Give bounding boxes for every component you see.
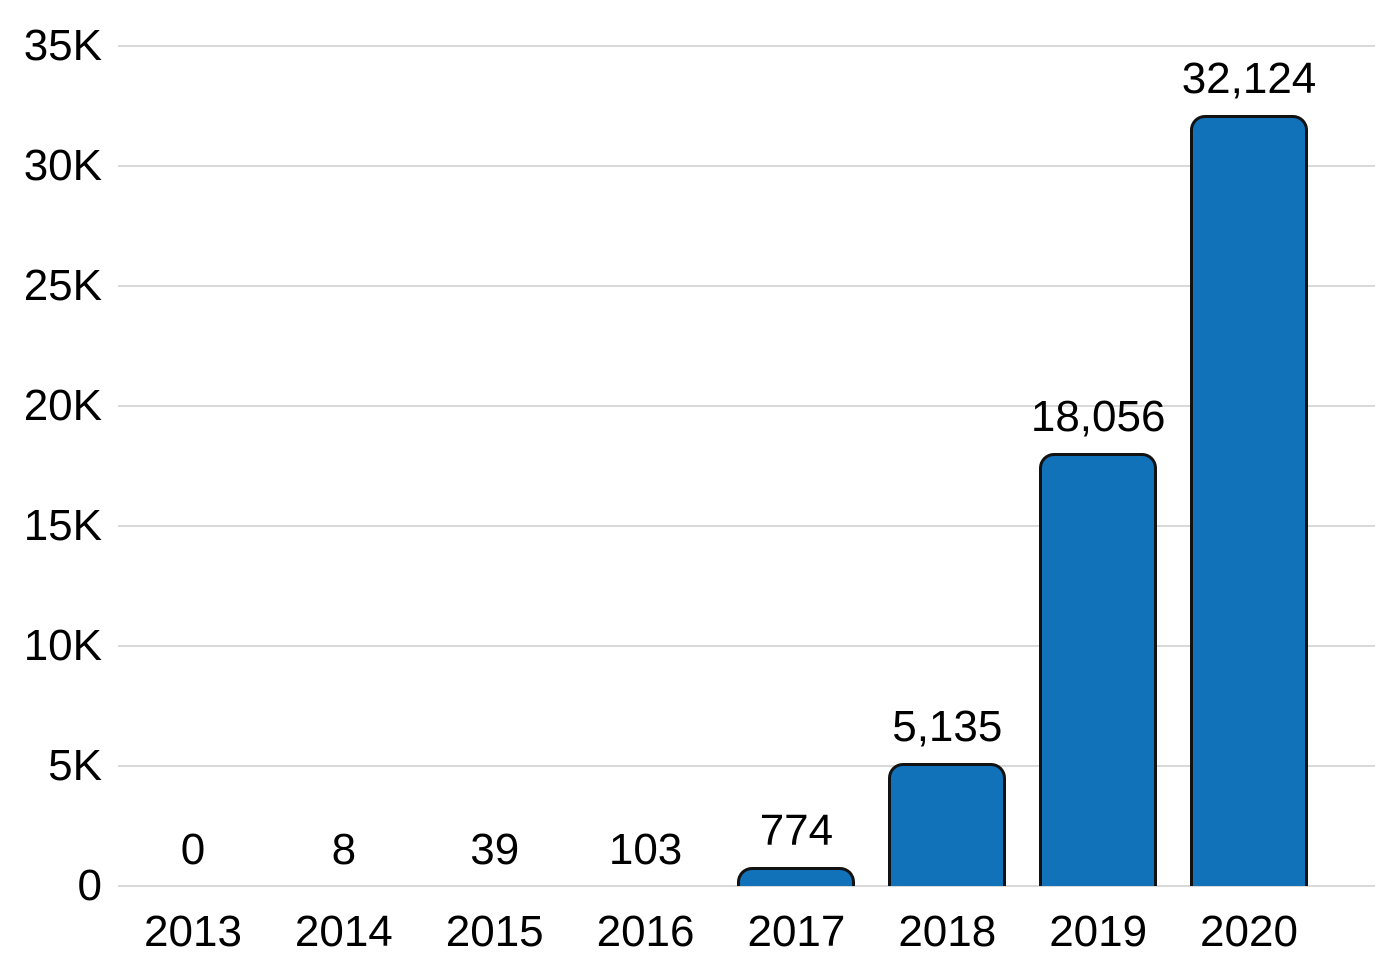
gridline: [118, 285, 1375, 287]
y-tick-label: 10K: [23, 621, 102, 670]
y-tick-label: 30K: [23, 141, 102, 190]
y-tick-label: 0: [77, 861, 102, 910]
y-tick-label: 5K: [48, 741, 102, 790]
gridline: [118, 405, 1375, 407]
bar: [737, 867, 856, 886]
gridline: [118, 45, 1375, 47]
bar-value-label: 774: [759, 806, 834, 856]
bar-value-label: 39: [470, 825, 520, 874]
x-tick-label: 2019: [1049, 907, 1148, 956]
y-tick-label: 20K: [23, 381, 102, 430]
bar: [1189, 115, 1308, 886]
y-tick-label: 35K: [23, 21, 102, 70]
gridline: [118, 645, 1375, 647]
gridline: [118, 525, 1375, 527]
x-tick-label: 2020: [1200, 907, 1298, 956]
bar-value-label: 32,124: [1181, 54, 1317, 104]
x-tick-label: 2016: [596, 907, 695, 956]
gridline: [118, 765, 1375, 767]
bar-value-label: 5,135: [892, 701, 1003, 751]
y-tick-label: 15K: [23, 501, 102, 550]
bar-value-label: 0: [180, 825, 206, 874]
x-tick-label: 2017: [747, 907, 846, 956]
x-tick-label: 2014: [294, 907, 393, 956]
bar-value-label: 103: [608, 825, 683, 874]
gridline: [118, 885, 1375, 887]
x-tick-label: 2018: [898, 907, 997, 956]
bar: [1039, 452, 1158, 886]
x-tick-label: 2013: [144, 907, 242, 956]
gridline: [118, 165, 1375, 167]
bar-value-label: 8: [331, 825, 357, 874]
y-tick-label: 25K: [23, 261, 102, 310]
bar-value-label: 18,056: [1030, 391, 1166, 441]
bar: [888, 762, 1007, 886]
x-tick-label: 2015: [445, 907, 544, 956]
